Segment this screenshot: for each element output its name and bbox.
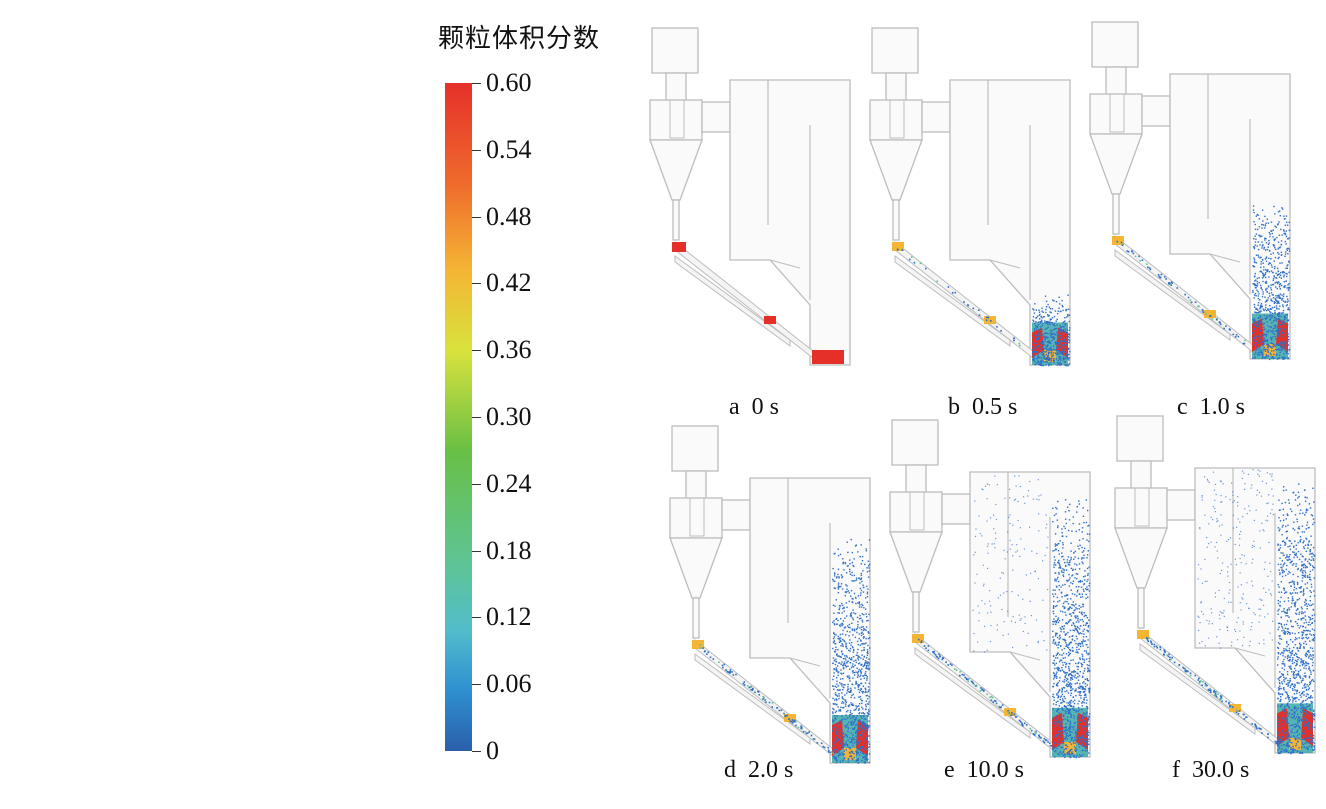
caption-c: c 1.0 s (1177, 394, 1245, 420)
caption-a: a 0 s (729, 394, 779, 420)
snapshot-panel-b (860, 20, 1075, 385)
cfb-geometry (869, 27, 1071, 367)
cfb-geometry (1114, 415, 1316, 755)
colorbar-tick-label: 0.18 (486, 535, 532, 565)
caption-d: d 2.0 s (724, 757, 794, 783)
colorbar-tick-label: 0.48 (486, 201, 532, 231)
snapshot-panel-c (1080, 14, 1295, 379)
caption-e: e 10.0 s (944, 757, 1024, 783)
colorbar-tick (472, 751, 481, 752)
colorbar (445, 83, 472, 751)
colorbar-tick-label: 0.12 (486, 602, 532, 632)
colorbar-tick-label: 0.06 (486, 669, 532, 699)
cfb-geometry (889, 419, 1091, 759)
colorbar-tick-label: 0.36 (486, 335, 532, 365)
colorbar-tick-label: 0.30 (486, 402, 532, 431)
colorbar-tick-label: 0.54 (486, 134, 532, 164)
colorbar-tick-label: 0.42 (486, 268, 532, 298)
colorbar-tick (472, 550, 481, 552)
colorbar-tick-label: 0.60 (486, 68, 532, 97)
cfb-geometry (649, 27, 851, 366)
snapshot-panel-e (880, 412, 1095, 777)
colorbar-tick-label: 0 (486, 736, 499, 765)
colorbar-tick (472, 483, 481, 485)
colorbar-tick (472, 684, 481, 686)
colorbar-tick (472, 149, 481, 151)
colorbar-tick (472, 350, 481, 352)
colorbar-tick (472, 617, 481, 619)
colorbar-tick (472, 283, 481, 285)
colorbar-tick-label: 0.24 (486, 468, 532, 498)
snapshot-panel-d (660, 418, 875, 783)
cfb-geometry (669, 425, 871, 764)
colorbar-tick (472, 216, 481, 218)
colorbar-tick (472, 83, 481, 84)
caption-f: f 30.0 s (1172, 757, 1250, 783)
caption-b: b 0.5 s (948, 394, 1018, 420)
cfb-geometry (1089, 21, 1291, 361)
snapshot-panel-f (1105, 408, 1320, 773)
snapshot-panel-a (640, 20, 855, 385)
colorbar-tick (472, 417, 481, 418)
colorbar-title: 颗粒体积分数 (438, 24, 601, 54)
